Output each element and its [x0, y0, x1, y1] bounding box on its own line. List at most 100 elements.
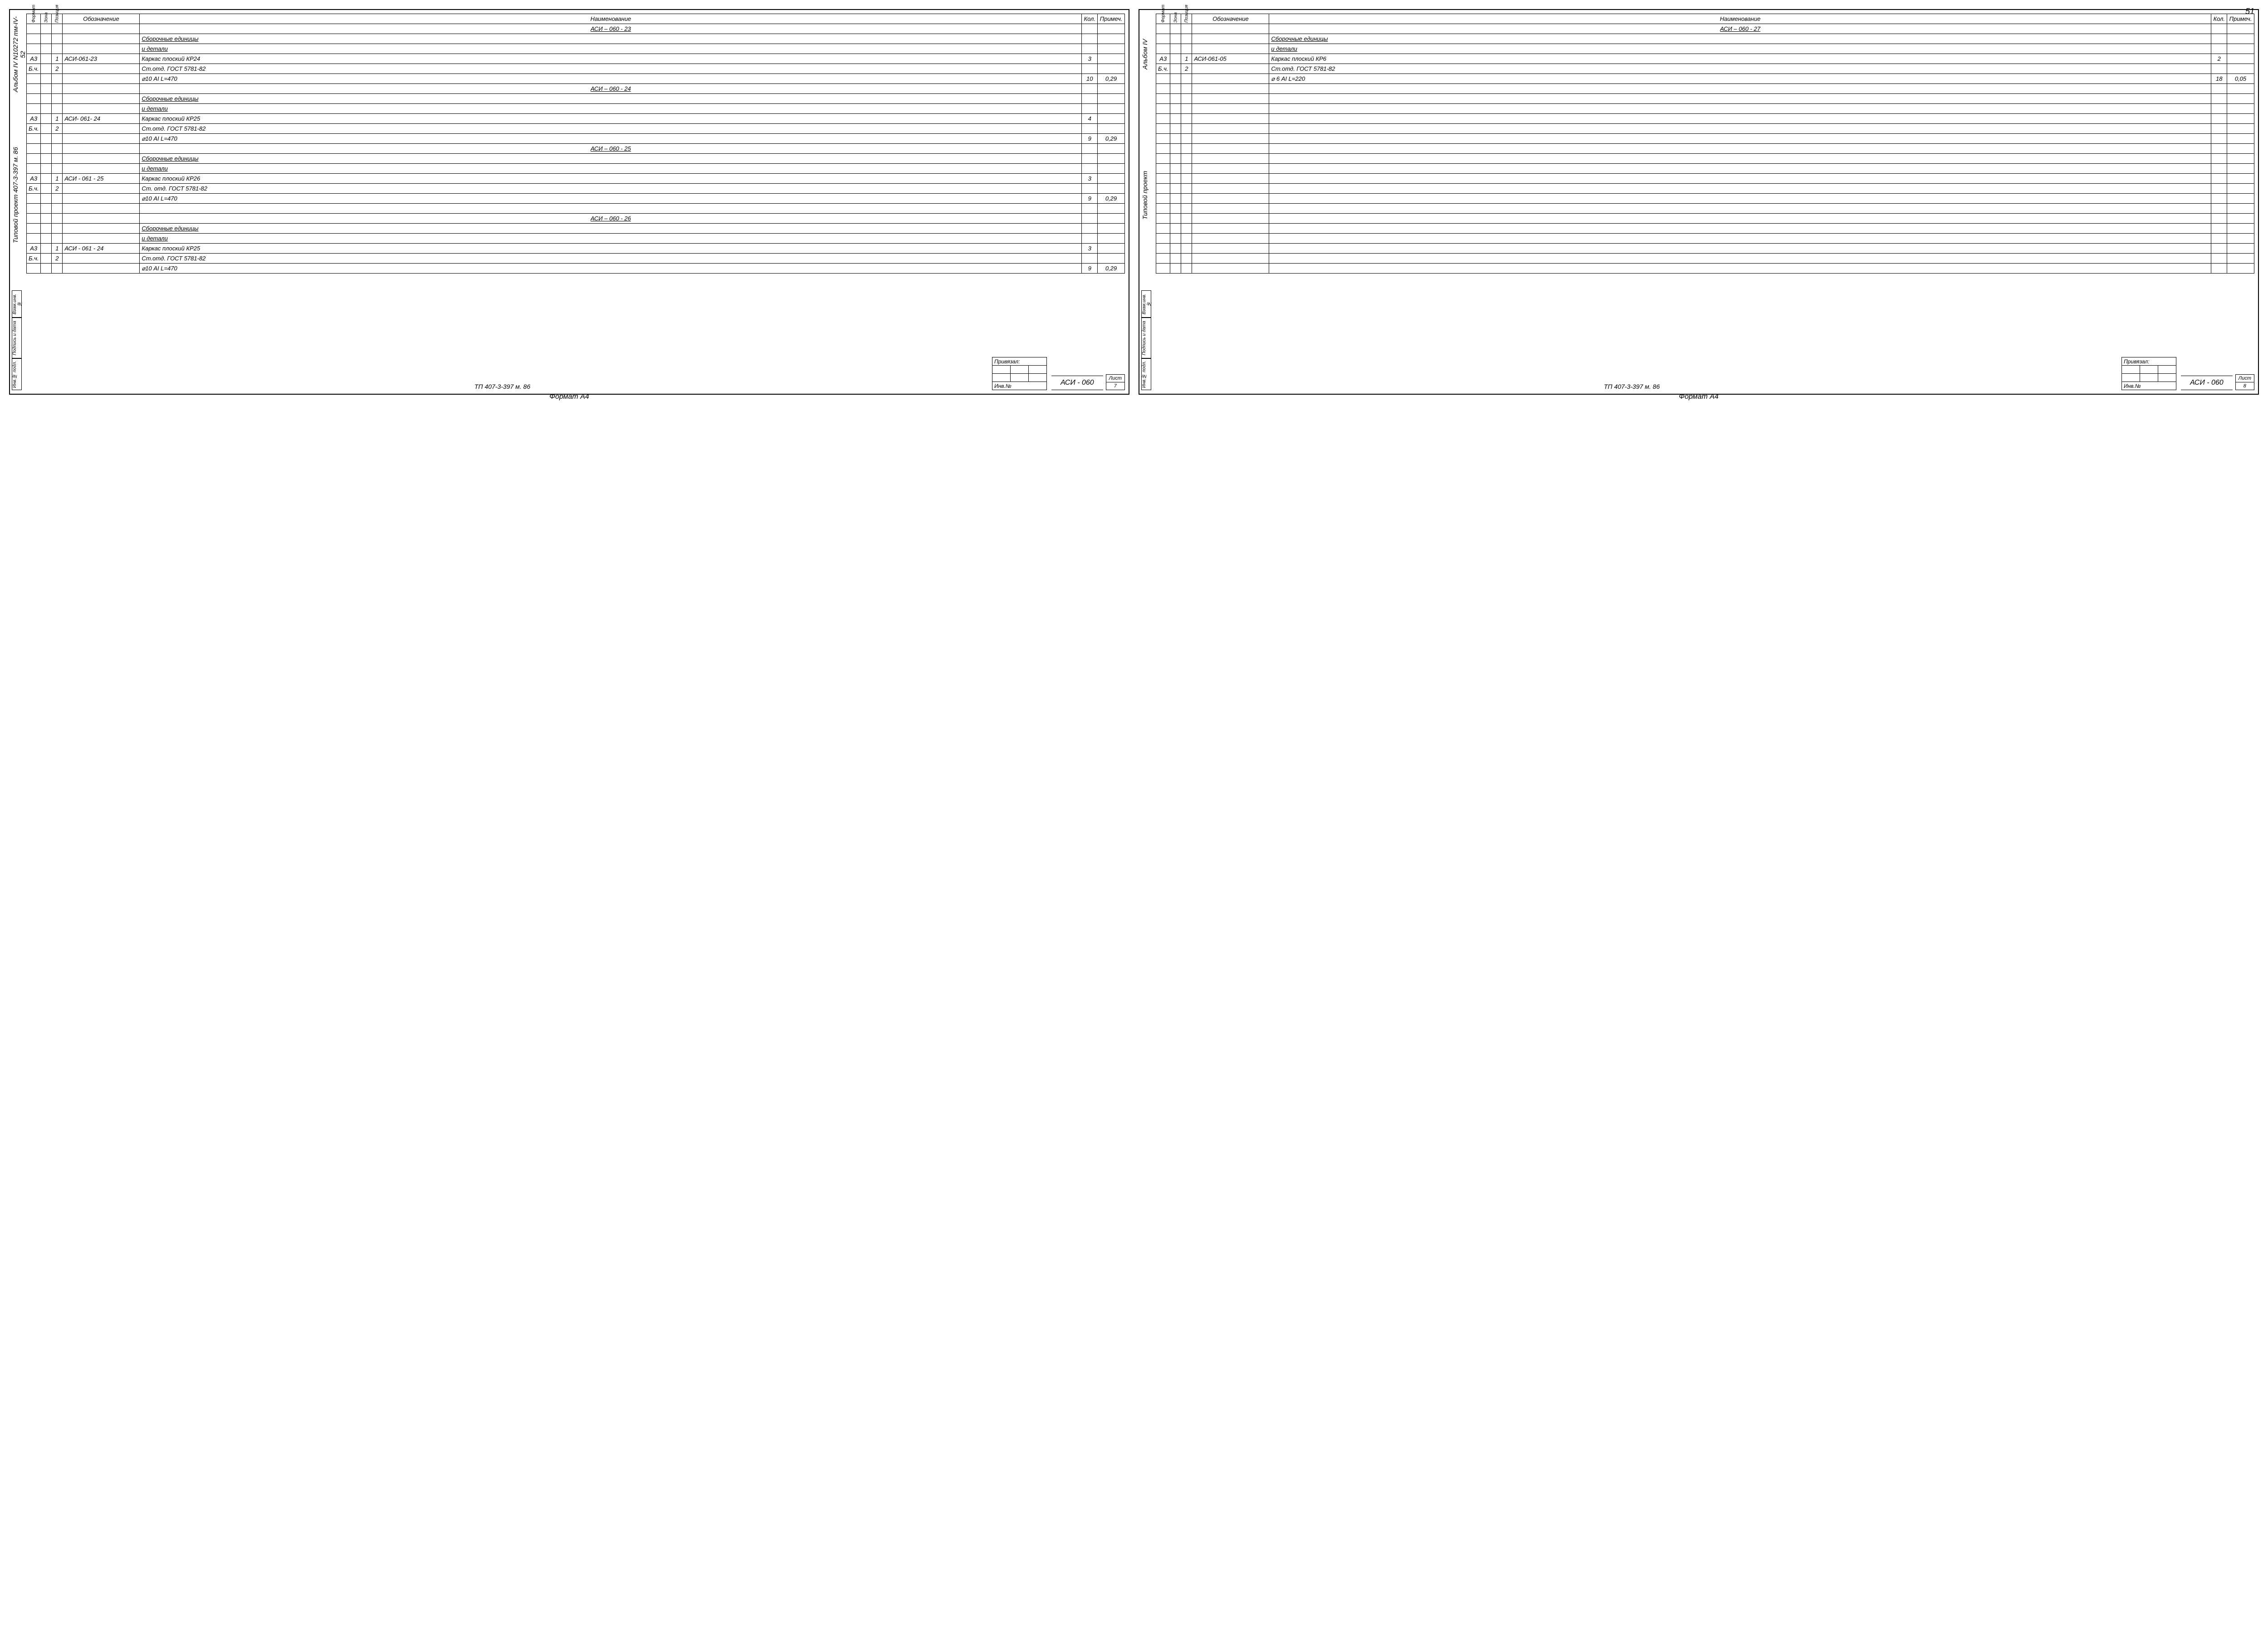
- cell-prim: [1098, 44, 1125, 54]
- cell-kol: [2211, 154, 2227, 164]
- cell-naim: и детали: [140, 44, 1082, 54]
- cell-kol: [2211, 224, 2227, 234]
- cell-p: [1181, 194, 1192, 204]
- cell-oboz: АСИ-061-23: [63, 54, 140, 64]
- cell-f: [27, 44, 41, 54]
- cell-oboz: [1192, 244, 1269, 254]
- cell-z: [1170, 74, 1181, 84]
- table-row: Сборочные единицы: [27, 34, 1125, 44]
- cell-prim: [1098, 154, 1125, 164]
- cell-naim: [1269, 174, 2211, 184]
- cell-z: [1170, 234, 1181, 244]
- cell-f: [1156, 144, 1170, 154]
- cell-z: [1170, 24, 1181, 34]
- table-row: ⌀ 6 АI L=220180,05: [1156, 74, 2254, 84]
- cell-kol: [1082, 254, 1098, 264]
- cell-p: [1181, 94, 1192, 104]
- cell-naim: Сборочные единицы: [140, 94, 1082, 104]
- cell-naim: [1269, 94, 2211, 104]
- table-row: ⌀10 АI L=470100,29: [27, 74, 1125, 84]
- cell-prim: [2227, 154, 2254, 164]
- cell-oboz: [63, 94, 140, 104]
- cell-kol: [2211, 174, 2227, 184]
- cell-f: [27, 134, 41, 144]
- cell-naim: и детали: [140, 104, 1082, 114]
- cell-kol: [2211, 184, 2227, 194]
- cell-naim: [1269, 204, 2211, 214]
- cell-z: [1170, 224, 1181, 234]
- table-row: [1156, 154, 2254, 164]
- project-label: ТП 407-3-397 м. 86: [1156, 383, 2108, 390]
- cell-prim: [2227, 204, 2254, 214]
- cell-oboz: [1192, 254, 1269, 264]
- th-poz: Позиция: [52, 14, 63, 24]
- cell-kol: [1082, 234, 1098, 244]
- cell-prim: [2227, 244, 2254, 254]
- cell-oboz: [63, 234, 140, 244]
- side-cells: Взам.инв.№ Подпись и дата Инв.№ подл.: [12, 290, 22, 390]
- cell-kol: [2211, 254, 2227, 264]
- cell-f: [1156, 44, 1170, 54]
- cell-oboz: [1192, 144, 1269, 154]
- cell-p: [1181, 204, 1192, 214]
- cell-prim: [2227, 54, 2254, 64]
- stamp-table: Привязал: Инв.№: [2121, 357, 2176, 390]
- cell-prim: [1098, 104, 1125, 114]
- cell-f: [27, 164, 41, 174]
- cell-f: [1156, 184, 1170, 194]
- cell-naim: [1269, 214, 2211, 224]
- cell-p: [52, 34, 63, 44]
- cell-kol: [2211, 124, 2227, 134]
- cell-z: [1170, 254, 1181, 264]
- cell-oboz: [63, 104, 140, 114]
- cell-f: Б.ч.: [27, 124, 41, 134]
- cell-p: 2: [52, 64, 63, 74]
- cell-z: [1170, 174, 1181, 184]
- cell-kol: 10: [1082, 74, 1098, 84]
- cell-naim: АСИ – 060 - 27: [1269, 24, 2211, 34]
- th-oboz: Обозначение: [1192, 14, 1269, 24]
- cell-p: [1181, 44, 1192, 54]
- cell-oboz: [1192, 104, 1269, 114]
- table-row: [1156, 84, 2254, 94]
- cell-oboz: [1192, 164, 1269, 174]
- cell-z: [41, 94, 52, 104]
- cell-p: 2: [1181, 64, 1192, 74]
- cell-p: [1181, 134, 1192, 144]
- th-format: Формат: [1156, 14, 1170, 24]
- cell-naim: [140, 204, 1082, 214]
- cell-p: [52, 74, 63, 84]
- cell-z: [1170, 164, 1181, 174]
- cell-oboz: [63, 24, 140, 34]
- cell-prim: [2227, 134, 2254, 144]
- cell-naim: ⌀ 6 АI L=220: [1269, 74, 2211, 84]
- th-naim: Наименование: [1269, 14, 2211, 24]
- cell-prim: [1098, 54, 1125, 64]
- cell-kol: [1082, 154, 1098, 164]
- cell-naim: [1269, 254, 2211, 264]
- cell-p: [52, 234, 63, 244]
- cell-p: [1181, 224, 1192, 234]
- cell-z: [41, 194, 52, 204]
- table-row: [1156, 184, 2254, 194]
- cell-kol: [2211, 194, 2227, 204]
- cell-oboz: [63, 44, 140, 54]
- cell-naim: [1269, 134, 2211, 144]
- cell-z: [1170, 134, 1181, 144]
- format-label: Формат А4: [14, 393, 1125, 401]
- th-prim: Примеч.: [2227, 14, 2254, 24]
- cell-z: [1170, 94, 1181, 104]
- cell-prim: [2227, 214, 2254, 224]
- cell-z: [41, 84, 52, 94]
- cell-oboz: [1192, 184, 1269, 194]
- cell-f: [27, 264, 41, 274]
- cell-oboz: [63, 64, 140, 74]
- cell-prim: [1098, 184, 1125, 194]
- cell-p: [1181, 104, 1192, 114]
- cell-p: [52, 164, 63, 174]
- cell-naim: АСИ – 060 - 26: [140, 214, 1082, 224]
- cell-f: [1156, 94, 1170, 104]
- cell-prim: [1098, 144, 1125, 154]
- cell-p: 1: [1181, 54, 1192, 64]
- cell-oboz: [63, 34, 140, 44]
